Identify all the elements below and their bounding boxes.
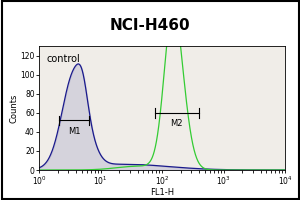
Y-axis label: Counts: Counts — [10, 93, 19, 123]
Text: NCI-H460: NCI-H460 — [110, 18, 190, 33]
Text: M1: M1 — [68, 127, 80, 136]
Text: control: control — [46, 54, 80, 64]
X-axis label: FL1-H: FL1-H — [150, 188, 174, 197]
Text: M2: M2 — [170, 119, 183, 128]
